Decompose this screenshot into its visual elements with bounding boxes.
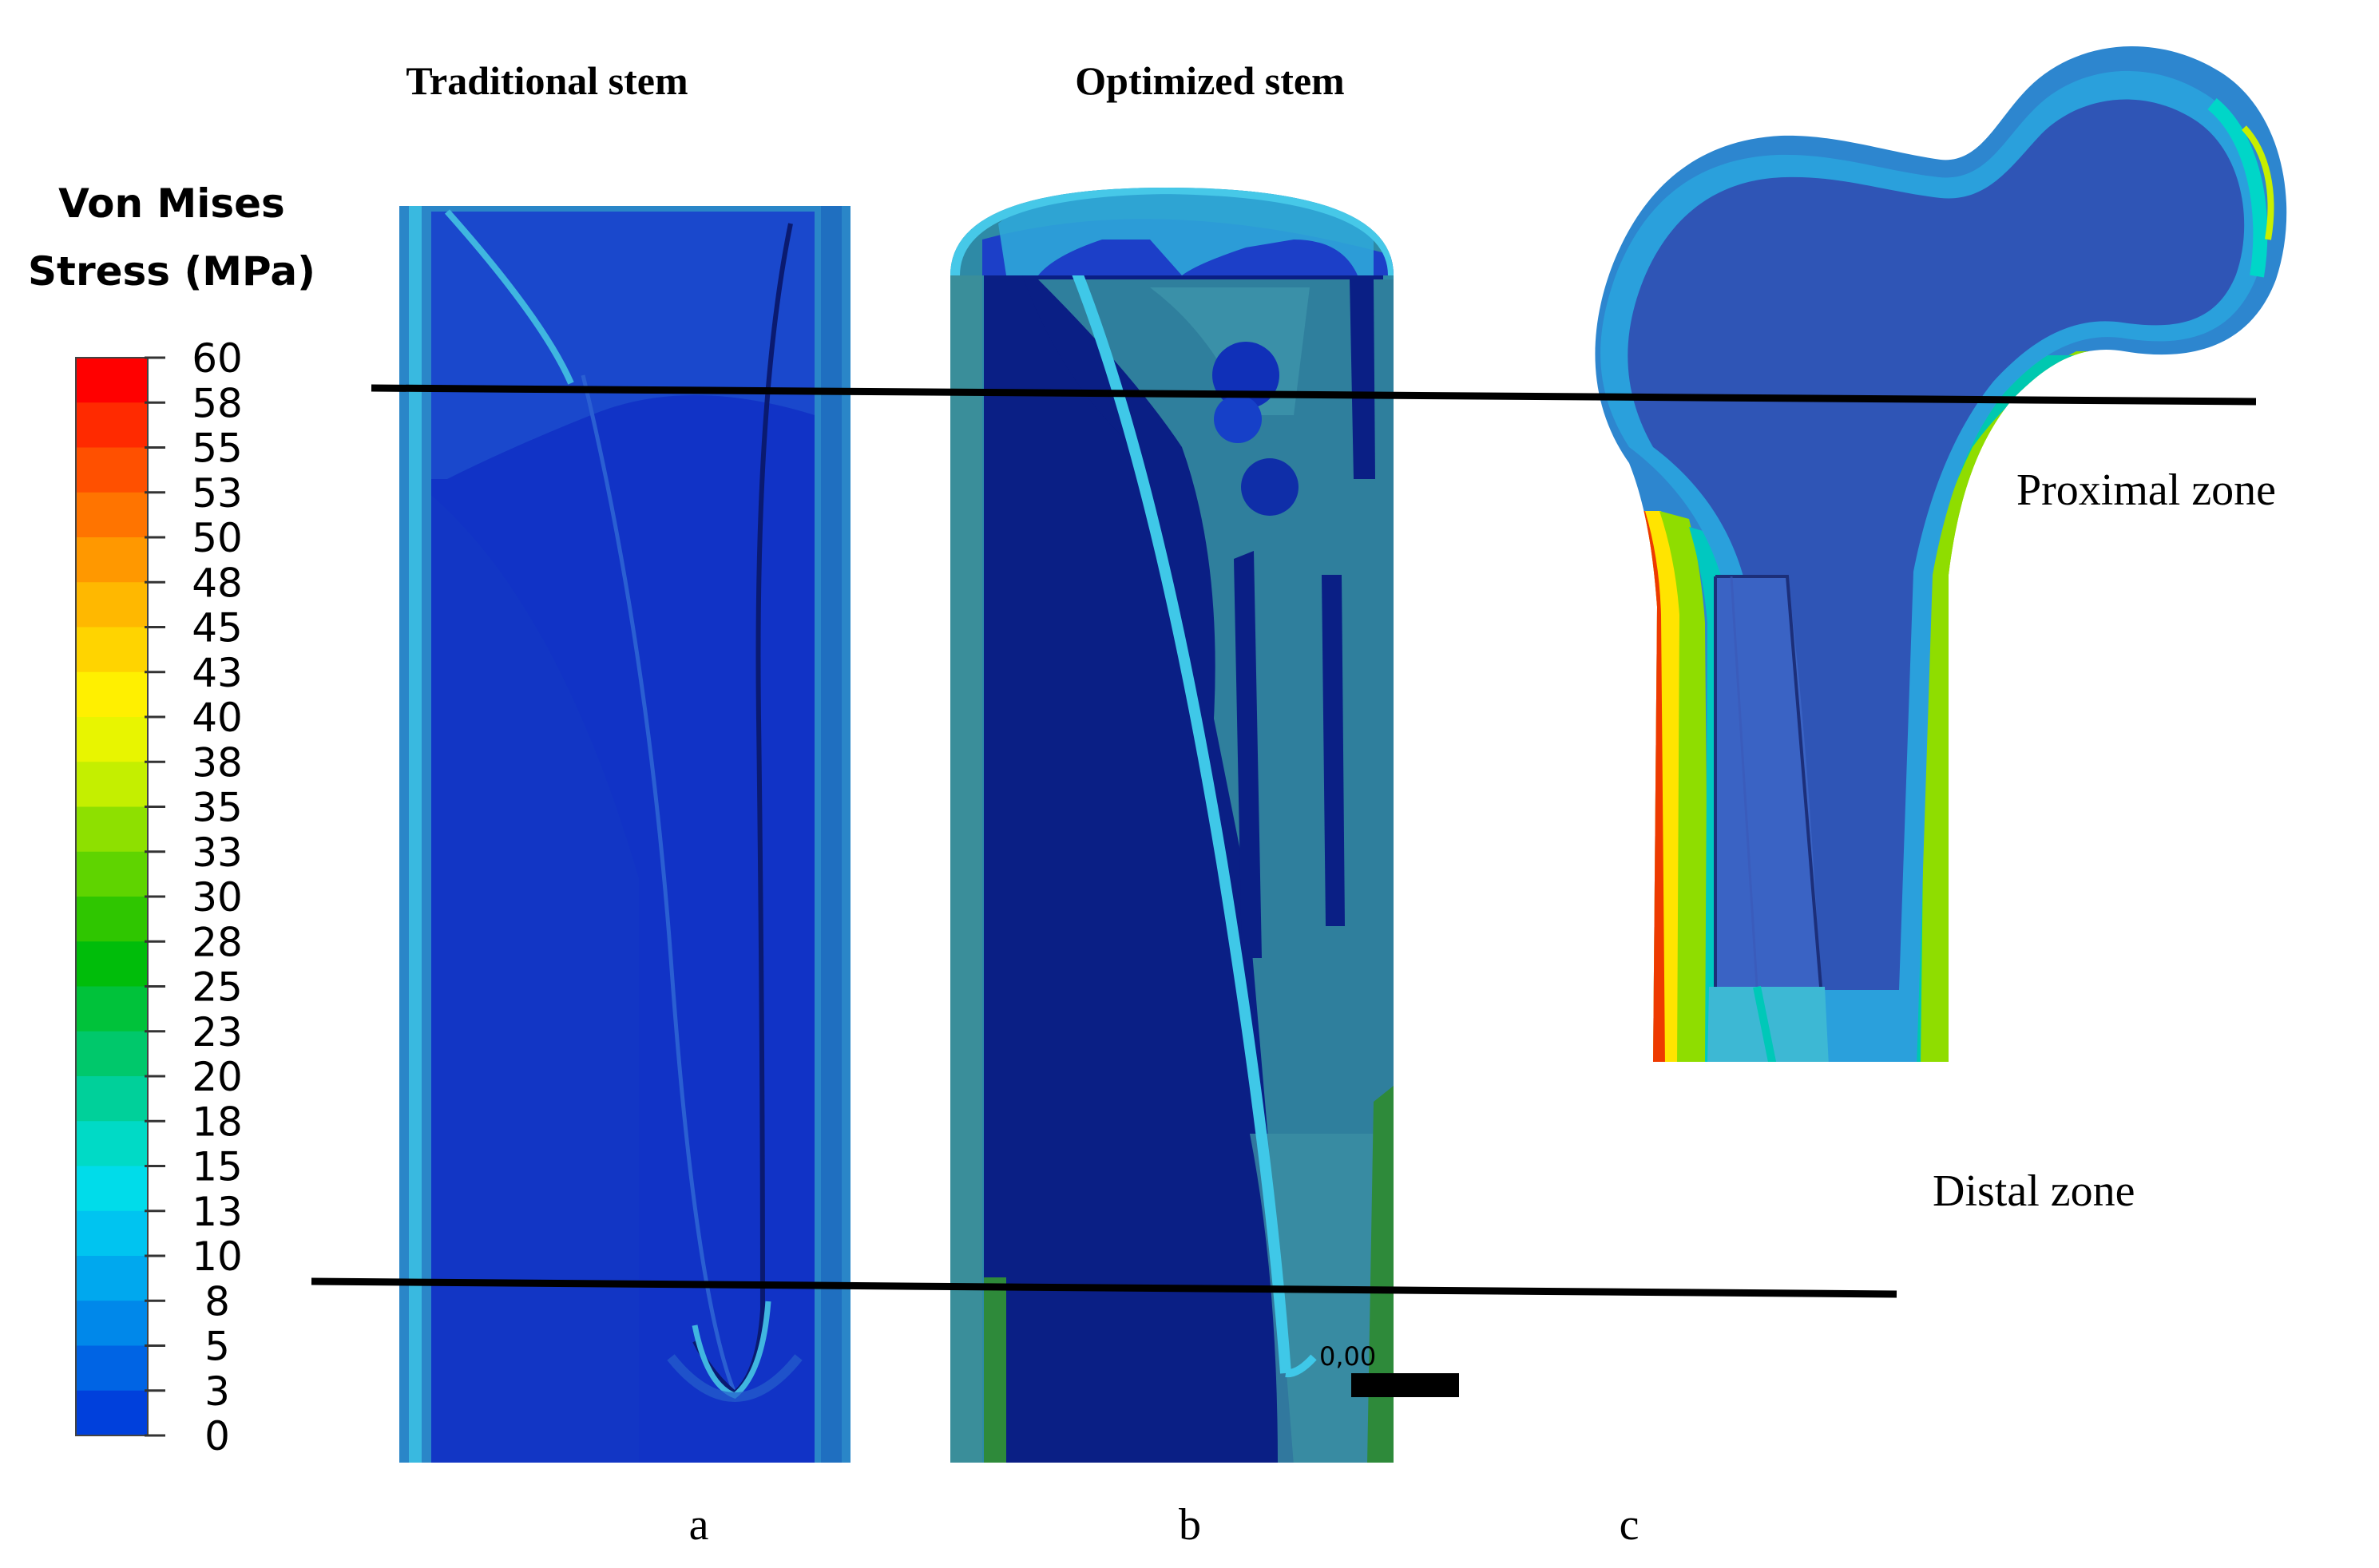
panel-b-title: Optimized stem: [1075, 58, 1344, 103]
color-scale-segment: [76, 358, 148, 403]
color-scale-bar: [75, 356, 165, 1437]
color-scale-segment: [76, 1210, 148, 1257]
color-scale-segment: [76, 537, 148, 583]
color-scale-segment: [76, 492, 148, 538]
color-scale-tick-label: 38: [192, 739, 243, 786]
color-scale-tick-label: 20: [192, 1054, 243, 1100]
color-scale-segment: [76, 582, 148, 628]
color-scale-tick-label: 45: [192, 605, 243, 651]
color-scale-segment: [76, 1301, 148, 1347]
color-scale-segment: [76, 402, 148, 449]
color-scale-tick-label: 30: [192, 874, 243, 921]
proximal-zone-line: [371, 384, 2257, 406]
color-scale-tick-label: 18: [192, 1099, 243, 1145]
color-scale-segment: [76, 1345, 148, 1392]
panel-b-label: b: [1179, 1500, 1201, 1550]
color-scale-tick-label: 3: [204, 1368, 230, 1415]
color-scale-tick-label: 50: [192, 515, 243, 561]
color-scale-tick-labels: 6058555350484543403835333028252320181513…: [192, 335, 243, 1459]
traditional-stem-model: [399, 206, 850, 1463]
color-scale-segment: [76, 1121, 148, 1167]
color-scale-tick-label: 28: [192, 919, 243, 965]
color-scale-tick-label: 60: [192, 335, 243, 382]
color-scale-segment: [76, 897, 148, 942]
color-scale-tick-label: 13: [192, 1189, 243, 1235]
color-scale-tick-label: 33: [192, 830, 243, 876]
color-scale-segment: [76, 1390, 148, 1436]
color-scale-segment: [76, 762, 148, 808]
color-scale-segment: [76, 1076, 148, 1122]
color-scale-segment: [76, 671, 148, 718]
color-scale-tick-label: 35: [192, 785, 243, 831]
color-scale-segment: [76, 717, 148, 762]
color-scale-tick-label: 10: [192, 1233, 243, 1280]
color-scale-segment: [76, 941, 148, 988]
color-scale-segment: [76, 851, 148, 897]
color-scale-tick-label: 15: [192, 1144, 243, 1190]
distal-zone-label: Distal zone: [1933, 1166, 2135, 1216]
legend-title-line1: Von Mises: [58, 180, 285, 227]
color-scale-tick-label: 23: [192, 1009, 243, 1055]
color-scale-segment: [76, 1031, 148, 1077]
color-scale-tick-label: 58: [192, 380, 243, 426]
color-scale-segment: [76, 1166, 148, 1212]
color-scale-tick-label: 8: [204, 1278, 230, 1324]
color-scale-tick-label: 43: [192, 650, 243, 696]
proximal-zone-label: Proximal zone: [2016, 465, 2276, 515]
color-scale-tick-label: 0: [204, 1413, 230, 1459]
distal-zone-line: [311, 1277, 1897, 1298]
scale-readout: 0,00: [1319, 1341, 1376, 1372]
color-scale-tick-label: 5: [204, 1324, 230, 1370]
color-scale-segment: [76, 627, 148, 673]
color-scale-tick-label: 55: [192, 426, 243, 472]
femur-section-model: [1595, 46, 2287, 1063]
panel-c-label: c: [1620, 1500, 1640, 1550]
optimized-stem-model: [950, 188, 1459, 1463]
color-scale-segment: [76, 447, 148, 493]
color-scale-segment: [76, 1256, 148, 1301]
panel-a-label: a: [689, 1500, 709, 1550]
color-scale-tick-label: 48: [192, 560, 243, 606]
panel-a-title: Traditional stem: [406, 58, 688, 103]
color-scale-tick-label: 25: [192, 964, 243, 1011]
color-scale-tick-label: 53: [192, 470, 243, 517]
color-scale-tick-label: 40: [192, 695, 243, 741]
color-scale-segment: [76, 806, 148, 853]
color-scale-segment: [76, 986, 148, 1032]
legend-title-line2: Stress (MPa): [28, 248, 315, 295]
